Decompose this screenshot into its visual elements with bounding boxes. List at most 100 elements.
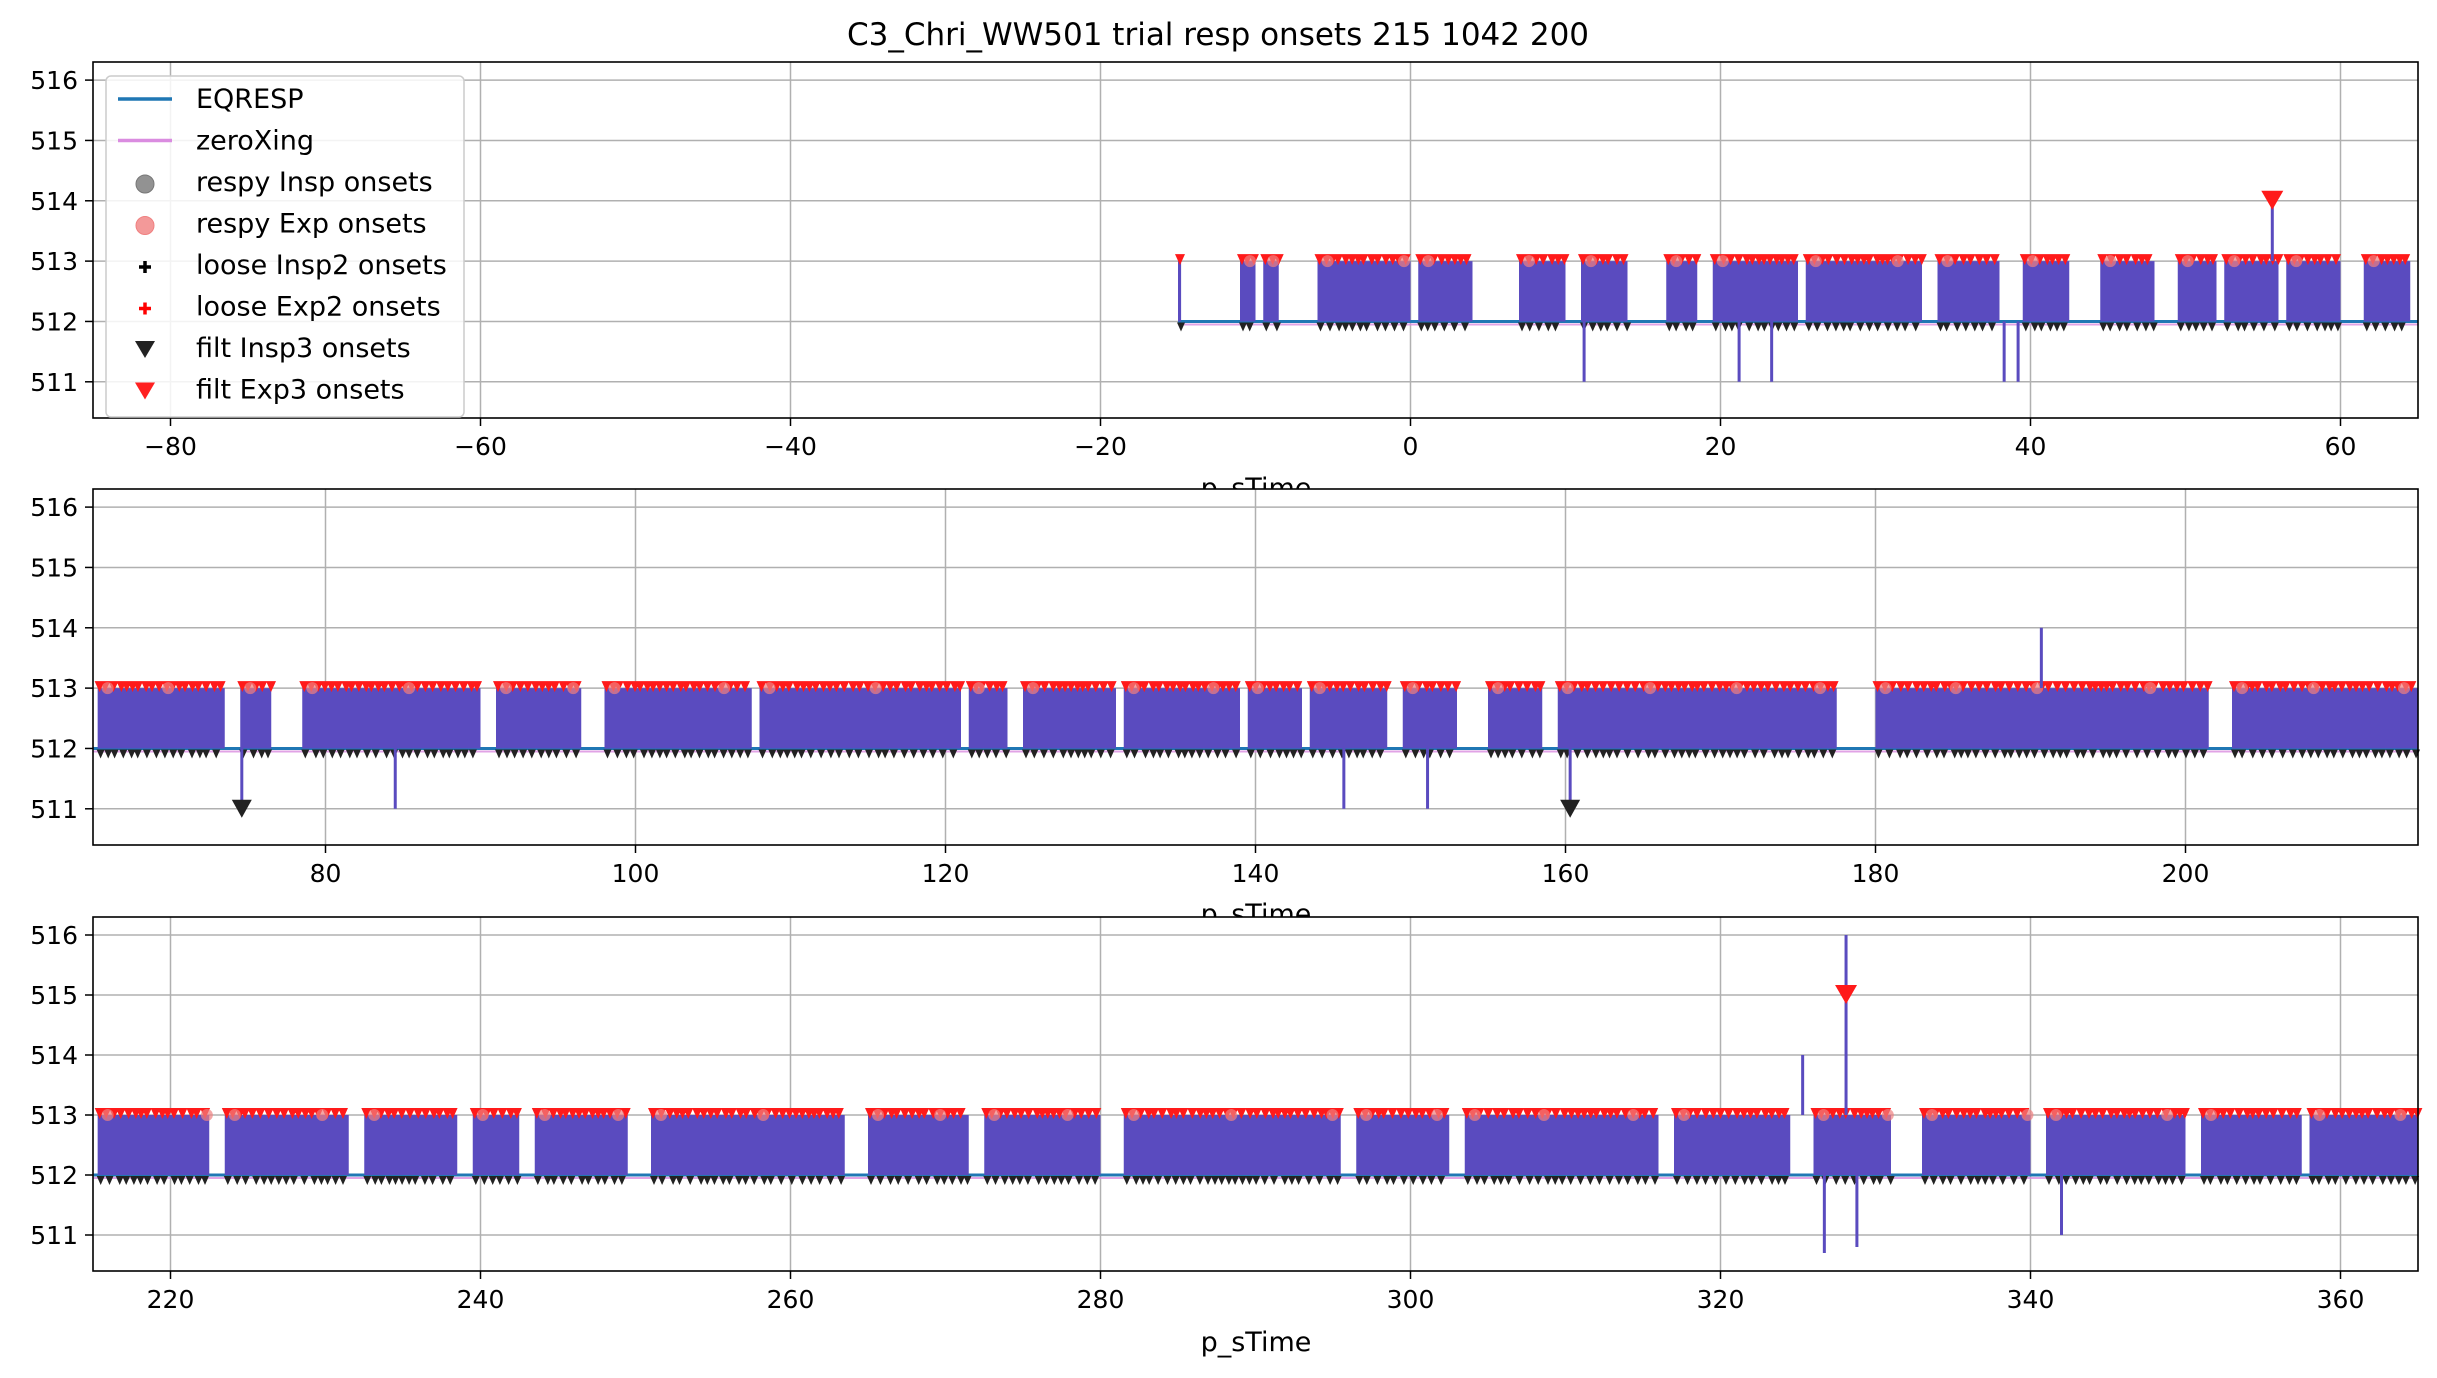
- respy-exp-circle: [1027, 682, 1039, 695]
- y-tick-label: 516: [30, 493, 78, 522]
- resp-trace-block: [1488, 688, 1543, 749]
- x-tick-label: 260: [767, 1285, 815, 1314]
- legend-items: EQRESP zeroXing respy Insp onsets respy Exp…: [118, 84, 447, 406]
- x-tick-label: 80: [310, 859, 342, 888]
- y-tick-label: 511: [30, 1221, 78, 1250]
- insp-onset-markers: [2285, 322, 2342, 332]
- insp-onset-markers: [650, 1176, 846, 1185]
- insp-onset-markers: [495, 749, 581, 759]
- exp-onset-markers: [601, 681, 750, 693]
- legend: EQRESP zeroXing respy Insp onsets respy Exp…: [105, 75, 465, 418]
- legend-label: respy Insp onsets: [196, 167, 433, 198]
- insp-onset-markers: [1463, 1176, 1659, 1185]
- exp-onset-markers: [1554, 681, 1839, 693]
- insp-onset-markers: [2200, 1176, 2301, 1185]
- respy-exp-circle: [1326, 1109, 1339, 1121]
- exp-onset-markers: [648, 1108, 844, 1119]
- plot-area-3: 220 240 260 280 300 320 340 360 511 512 513 514 515 5…: [30, 916, 2423, 1314]
- insp-onset-markers: [1874, 749, 2208, 759]
- x-tick-label: −60: [454, 432, 507, 461]
- figure-title: C3_Chri_WW501 trial resp onsets 215 1042…: [847, 17, 1589, 53]
- exp-onset-markers: [756, 681, 966, 693]
- respy-exp-circle: [228, 1109, 241, 1121]
- respy-exp-circle: [101, 1109, 114, 1121]
- respy-exp-circle: [1127, 1109, 1140, 1121]
- exp-onset-markers: [531, 1108, 631, 1119]
- insp-onset-markers: [1804, 322, 1920, 332]
- respy-exp-circle: [1468, 1109, 1481, 1121]
- insp-onset-markers: [2176, 322, 2216, 332]
- respy-exp-circle: [1523, 255, 1535, 268]
- insp-onset-markers: [2045, 1176, 2186, 1185]
- respy-exp-circle: [2398, 682, 2411, 695]
- x-tick-label: 240: [457, 1285, 505, 1314]
- resp-trace-block: [472, 1115, 520, 1175]
- respy-exp-circle: [538, 1109, 551, 1121]
- resp-trace-block: [1666, 261, 1698, 322]
- resp-trace-block: [97, 1115, 210, 1175]
- exp-onset-markers: [1314, 254, 1411, 266]
- respy-exp-circle: [244, 682, 257, 695]
- x-tick-label: 220: [147, 1285, 195, 1314]
- resp-trace-block: [1875, 688, 2209, 749]
- respy-exp-circle: [316, 1109, 329, 1121]
- resp-trace-block: [534, 1115, 628, 1175]
- x-tick-label: 280: [1077, 1285, 1125, 1314]
- legend-item: EQRESP: [118, 84, 304, 115]
- resp-trace-block: [651, 1115, 845, 1175]
- insp-onset-markers: [471, 1176, 522, 1185]
- resp-trace-block: [1712, 261, 1798, 322]
- exp-onset-markers: [1919, 1108, 2030, 1119]
- resp-trace-block: [1178, 261, 1182, 322]
- respy-exp-circle: [2367, 255, 2380, 268]
- y-tick-label: 513: [30, 674, 78, 703]
- resp-trace-block: [1519, 261, 1566, 322]
- resp-trace-block: [759, 688, 961, 749]
- respy-exp-circle: [403, 682, 416, 695]
- insp-onset-markers: [1711, 322, 1799, 332]
- exp-onset-markers: [1810, 1108, 1892, 1119]
- insp-onset-markers: [1812, 1176, 1895, 1185]
- resp-trace-block: [364, 1115, 458, 1175]
- resp-trace-block: [2286, 261, 2341, 322]
- exp-onset-markers: [1709, 254, 1799, 266]
- insp-onset-markers: [1417, 322, 1469, 332]
- resp-trace-block: [1263, 261, 1279, 322]
- plot-background: [93, 917, 2418, 1271]
- exp-onset-markers: [1353, 1108, 1450, 1119]
- insp-onset-markers: [867, 1176, 972, 1185]
- resp-trace-block: [1247, 688, 1302, 749]
- resp-trace-block: [1581, 261, 1628, 322]
- respy-exp-circle: [1431, 1109, 1444, 1121]
- resp-trace-block: [240, 688, 272, 749]
- respy-exp-circle: [1267, 255, 1280, 268]
- respy-exp-circle: [476, 1109, 489, 1121]
- respy-exp-circle: [2181, 255, 2194, 268]
- exp-onset-markers: [94, 1108, 211, 1119]
- resp-trace-block: [2232, 688, 2418, 749]
- x-tick-label: −20: [1074, 432, 1127, 461]
- y-tick-label: 512: [30, 307, 78, 336]
- resp-trace-block: [1557, 688, 1837, 749]
- x-tick-label: −80: [144, 432, 197, 461]
- insp-onset-markers: [2099, 322, 2158, 332]
- exp-onset-markers: [2043, 1108, 2190, 1119]
- respy-exp-circle: [2021, 1109, 2034, 1121]
- insp-onset-markers: [1936, 322, 1996, 332]
- exp-onset-markers: [2306, 1108, 2423, 1119]
- respy-exp-circle: [2205, 1109, 2217, 1121]
- insp-onset-markers: [1355, 1176, 1446, 1185]
- x-tick-label: 160: [1542, 859, 1590, 888]
- respy-exp-circle: [1225, 1109, 1238, 1121]
- respy-exp-circle: [1949, 682, 1962, 695]
- plot-area-1: −80 −60 −40 −20 0 20 40 60 511 512 513 514 515 516: [30, 61, 2419, 461]
- insp-onset-markers: [1580, 322, 1632, 332]
- respy-exp-circle: [1561, 682, 1574, 695]
- respy-exp-circle: [655, 1109, 667, 1121]
- respy-exp-circle: [1627, 1109, 1640, 1121]
- respy-exp-circle: [757, 1109, 770, 1121]
- respy-exp-circle: [1422, 255, 1435, 268]
- respy-exp-circle: [500, 682, 512, 695]
- resp-trace-block: [2022, 261, 2070, 322]
- resp-trace-block: [1240, 261, 1256, 322]
